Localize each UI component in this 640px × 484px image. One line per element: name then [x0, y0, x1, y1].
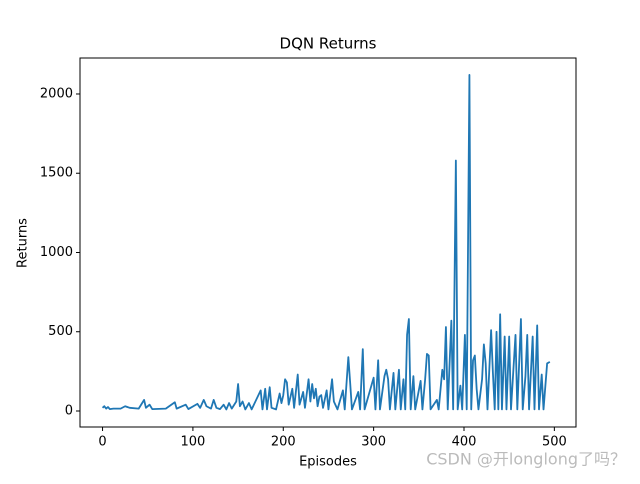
y-axis-label: Returns: [16, 218, 31, 268]
y-tick-label: 2000: [40, 86, 73, 101]
watermark: CSDN @开longlong了吗？: [426, 450, 626, 469]
y-tick-label: 500: [48, 324, 73, 339]
y-tick-label: 1500: [40, 166, 73, 181]
x-tick-label: 100: [180, 435, 205, 450]
x-tick-label: 0: [98, 435, 106, 450]
chart-title: DQN Returns: [280, 35, 377, 53]
line: [101, 74, 551, 411]
x-tick-label: 200: [271, 435, 296, 450]
x-tick-label: 500: [542, 435, 567, 450]
x-axis-label: Episodes: [299, 455, 357, 470]
y-tick-label: 1000: [40, 245, 73, 260]
x-tick-label: 300: [361, 435, 386, 450]
x-tick-label: 400: [452, 435, 477, 450]
y-tick-label: 0: [65, 403, 73, 418]
plot-frame: [79, 57, 577, 428]
